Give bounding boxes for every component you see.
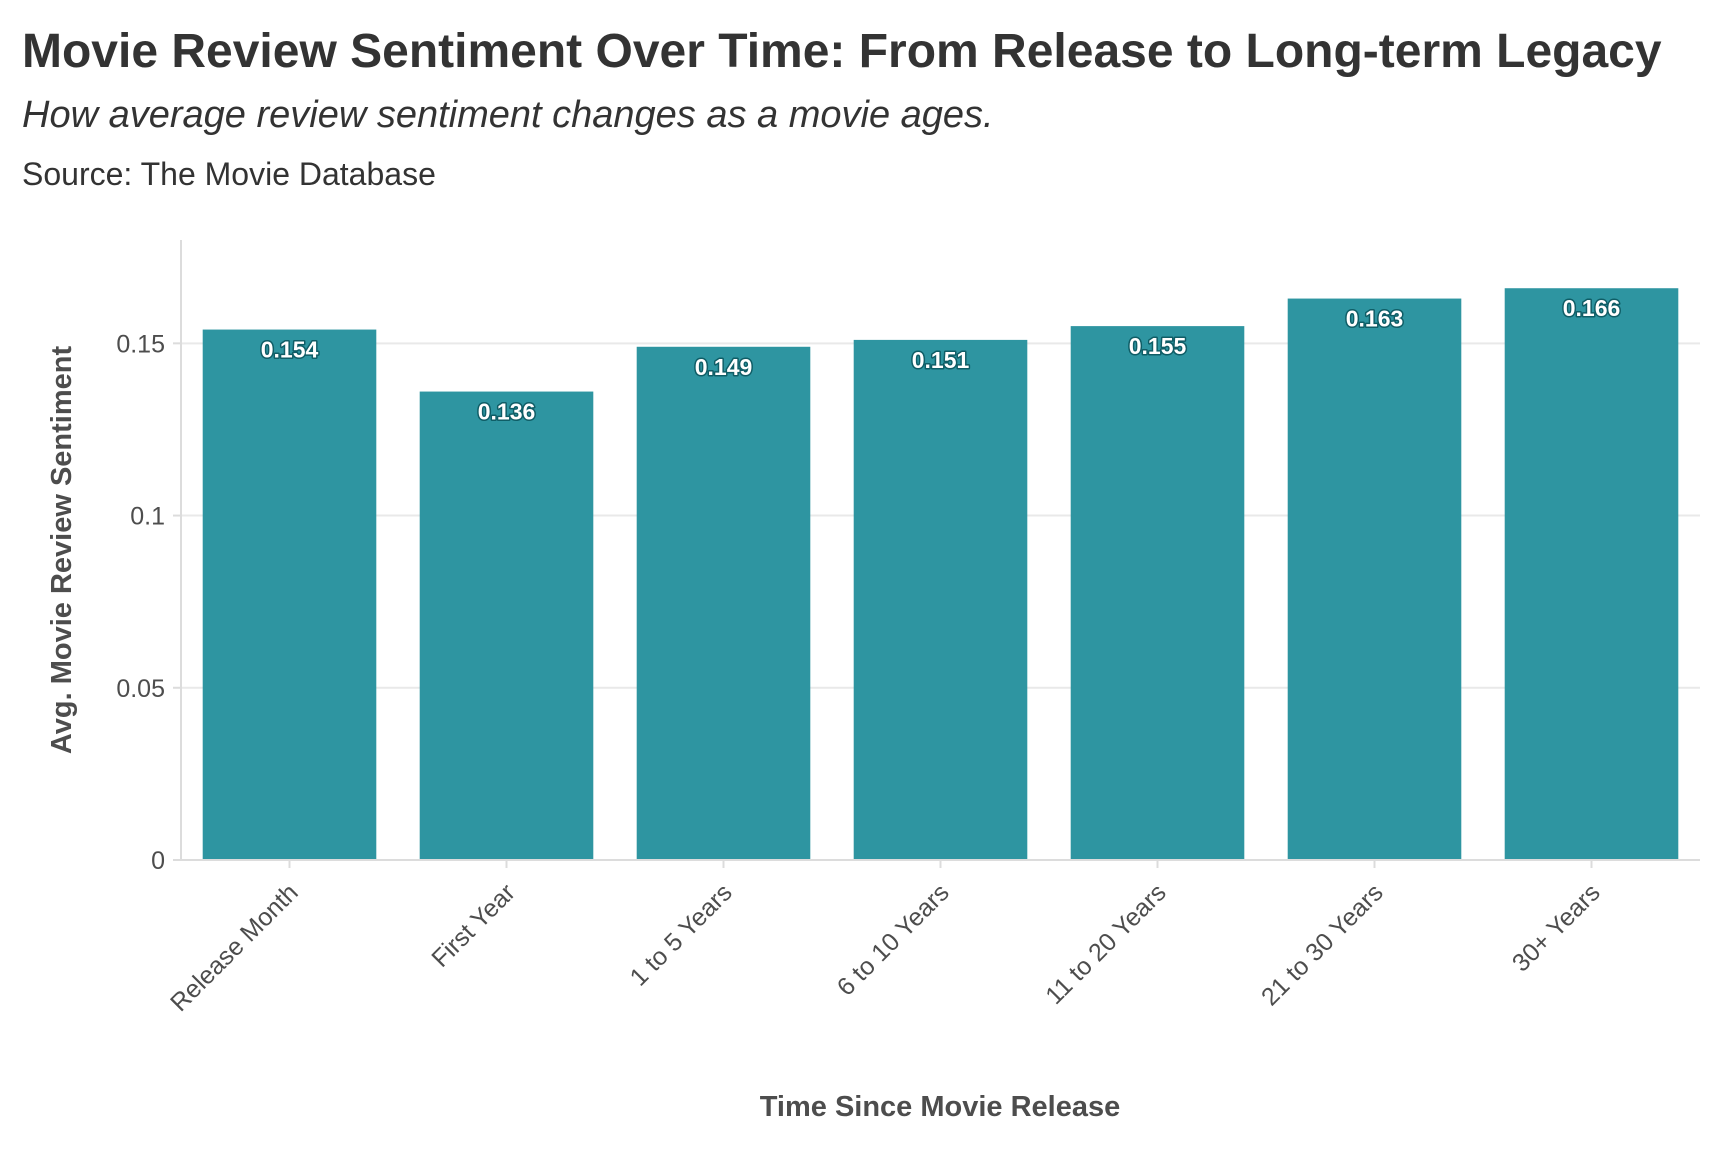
bar-4 — [853, 339, 1028, 860]
y-tick-label: 0.1 — [130, 503, 165, 531]
y-axis-title: Avg. Movie Review Sentiment — [46, 346, 78, 755]
y-tick-label: 0.15 — [116, 330, 165, 358]
x-tick-label: 6 to 10 Years — [832, 878, 955, 1001]
bars — [202, 288, 1679, 861]
y-axis-ticks: 0 0.05 0.1 0.15 — [116, 330, 181, 875]
x-tick-label: 30+ Years — [1507, 878, 1606, 977]
data-label: 0.149 — [695, 354, 753, 380]
x-axis-ticks: Release Month First Year 1 to 5 Years 6 to … — [165, 860, 1606, 1017]
data-labels: 0.154 0.136 0.149 0.151 0.155 0.163 0.166 — [259, 294, 1622, 426]
bar-2 — [419, 391, 594, 860]
y-tick-label: 0 — [151, 847, 165, 875]
chart-subtitle: How average review sentiment changes as … — [22, 94, 994, 136]
x-tick-label: 11 to 20 Years — [1040, 878, 1172, 1010]
data-label: 0.151 — [912, 347, 970, 373]
x-tick-label: 21 to 30 Years — [1256, 878, 1389, 1011]
data-label: 0.166 — [1563, 295, 1621, 321]
bar-3 — [636, 346, 811, 860]
chart-title: Movie Review Sentiment Over Time: From R… — [22, 25, 1662, 78]
data-label: 0.155 — [1129, 333, 1187, 359]
bar-6 — [1287, 298, 1462, 860]
data-label: 0.163 — [1346, 306, 1404, 332]
x-axis-title: Time Since Movie Release — [760, 1091, 1121, 1123]
y-tick-label: 0.05 — [116, 675, 165, 703]
x-tick-label: Release Month — [165, 878, 304, 1017]
data-label: 0.136 — [478, 399, 536, 425]
x-tick-label: First Year — [426, 878, 520, 972]
bar-7 — [1504, 288, 1679, 860]
data-label: 0.154 — [261, 337, 319, 363]
bar-5 — [1070, 326, 1245, 861]
bar-1 — [202, 329, 377, 860]
chart-source: Source: The Movie Database — [22, 156, 436, 192]
x-tick-label: 1 to 5 Years — [625, 878, 738, 991]
